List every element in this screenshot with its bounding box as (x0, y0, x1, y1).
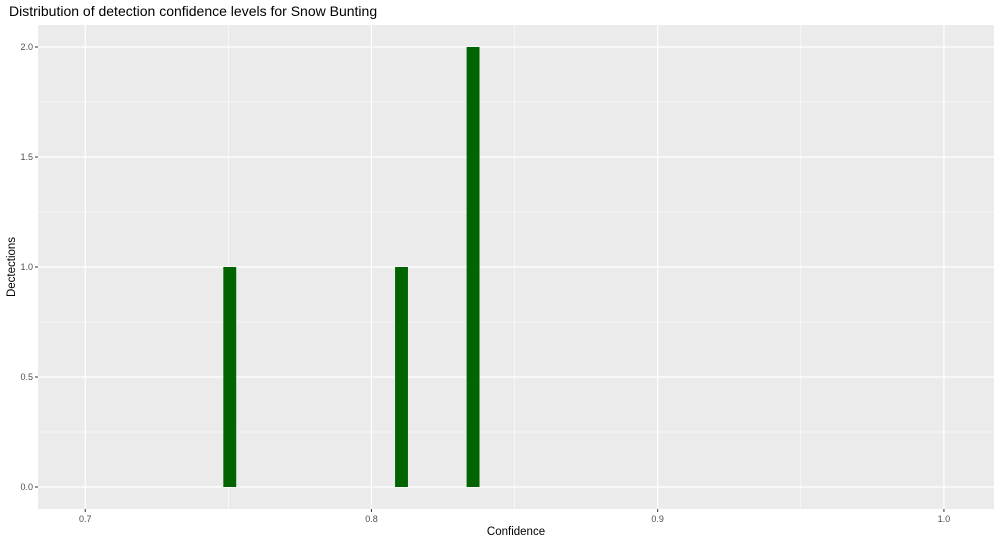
x-tick-label: 0.9 (651, 514, 664, 524)
y-tick-label: 0.0 (20, 482, 33, 492)
chart-title: Distribution of detection confidence lev… (9, 3, 377, 19)
histogram-bar (466, 47, 480, 487)
y-tick-label: 1.5 (20, 152, 33, 162)
major-gridlines (38, 25, 994, 509)
x-axis-ticks: 0.7 0.8 0.9 1.0 (79, 509, 950, 524)
y-axis-ticks: 0.0 0.5 1.0 1.5 2.0 (20, 42, 38, 492)
x-tick-label: 0.7 (79, 514, 92, 524)
histogram-bar (223, 267, 237, 487)
y-tick-label: 0.5 (20, 372, 33, 382)
x-axis-label: Confidence (487, 526, 545, 538)
bars-layer (223, 47, 480, 487)
x-tick-label: 0.8 (365, 514, 378, 524)
y-tick-label: 1.0 (20, 262, 33, 272)
histogram-bar (395, 267, 408, 487)
y-tick-label: 2.0 (20, 42, 33, 52)
y-axis-label: Dectections (6, 237, 18, 297)
x-tick-label: 1.0 (938, 514, 951, 524)
